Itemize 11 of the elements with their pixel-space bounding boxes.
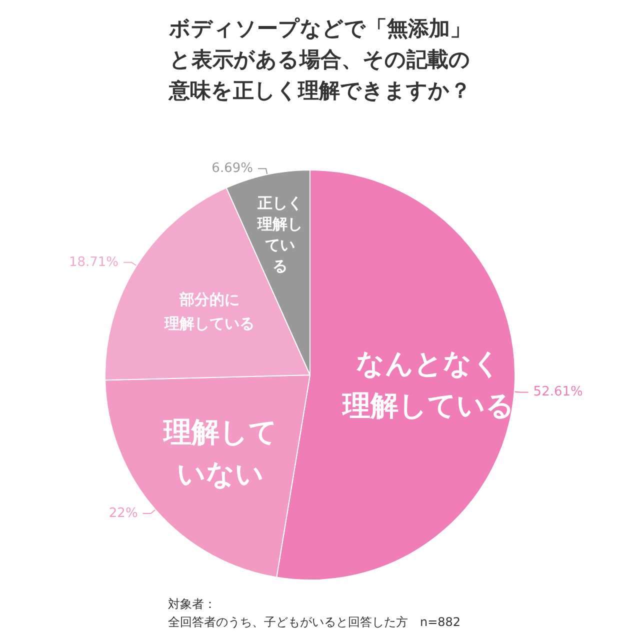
slice-label: なんとなく理解している: [342, 347, 514, 422]
data-label: 52.61%: [533, 384, 583, 400]
data-label: 22%: [108, 506, 138, 522]
slice-label: 正しく理解している: [256, 194, 303, 276]
text: 対象者：: [168, 597, 216, 611]
chart-title: ボディソープなどで「無添加」と表示がある場合、その記載の意味を正しく理解できますか？: [168, 16, 471, 102]
slice-label: 理解していない: [162, 416, 278, 491]
text: 全回答者のうち、子どもがいると回答した方 n=882: [168, 615, 461, 629]
data-label: 6.69%: [212, 161, 253, 176]
slice-label: 部分的に理解している: [163, 290, 254, 333]
data-label: 18.71%: [68, 254, 119, 270]
